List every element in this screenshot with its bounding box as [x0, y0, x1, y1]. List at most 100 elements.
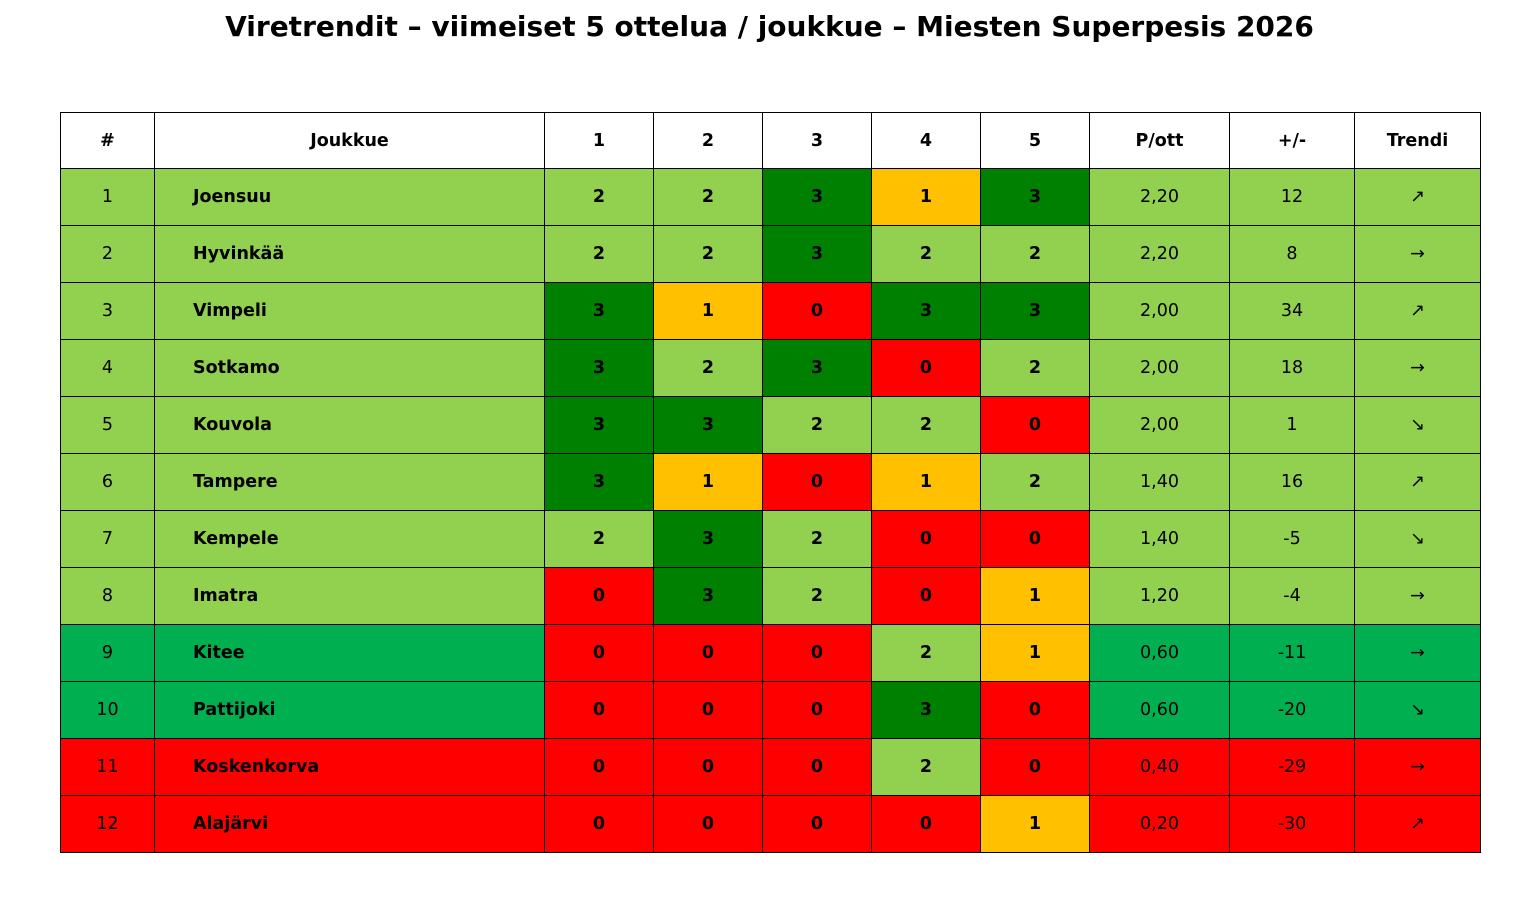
trend-cell: ↘ [1354, 681, 1481, 739]
game-result-cell: 0 [653, 681, 763, 739]
game-result-cell: 1 [980, 795, 1090, 853]
team-cell: Kempele [154, 510, 545, 568]
game-result-cell: 2 [653, 339, 763, 397]
trend-cell: → [1354, 225, 1481, 283]
team-cell: Koskenkorva [154, 738, 545, 796]
column-header: Joukkue [154, 112, 545, 169]
table-row: 7 Kempele 2 3 2 0 0 1,40 -5 ↘ [60, 510, 1481, 568]
game-result-cell: 3 [653, 396, 763, 454]
diff-cell: -30 [1229, 795, 1355, 853]
trend-cell: ↗ [1354, 453, 1481, 511]
game-result-cell: 0 [653, 738, 763, 796]
points-per-game-cell: 0,40 [1089, 738, 1230, 796]
game-result-cell: 2 [544, 168, 654, 226]
team-cell: Pattijoki [154, 681, 545, 739]
game-result-cell: 0 [544, 681, 654, 739]
rank-cell: 3 [60, 282, 155, 340]
game-result-cell: 0 [871, 339, 981, 397]
game-result-cell: 0 [762, 681, 872, 739]
diff-cell: 12 [1229, 168, 1355, 226]
diff-cell: -4 [1229, 567, 1355, 625]
table-row: 11 Koskenkorva 0 0 0 2 0 0,40 -29 → [60, 738, 1481, 796]
game-result-cell: 2 [653, 168, 763, 226]
team-cell: Alajärvi [154, 795, 545, 853]
diff-cell: -29 [1229, 738, 1355, 796]
game-result-cell: 2 [871, 624, 981, 682]
game-result-cell: 1 [871, 168, 981, 226]
game-result-cell: 0 [980, 681, 1090, 739]
team-cell: Kitee [154, 624, 545, 682]
table-body: 1 Joensuu 2 2 3 1 3 2,20 12 ↗ 2 Hyvinkää 2 2 3 2 2 2,20 8 →… [60, 168, 1481, 853]
points-per-game-cell: 2,00 [1089, 282, 1230, 340]
game-result-cell: 0 [762, 795, 872, 853]
team-cell: Hyvinkää [154, 225, 545, 283]
points-per-game-cell: 0,20 [1089, 795, 1230, 853]
game-result-cell: 2 [980, 453, 1090, 511]
form-table: # Joukkue 1 2 3 4 5 P/ott +/- Trendi 1 Joensuu 2 2 3 1… [60, 112, 1481, 853]
game-result-cell: 2 [544, 510, 654, 568]
column-header: # [60, 112, 155, 169]
column-header: 5 [980, 112, 1090, 169]
chart-title: Viretrendit – viimeiset 5 ottelua / jouk… [225, 10, 1314, 43]
trend-cell: → [1354, 738, 1481, 796]
points-per-game-cell: 0,60 [1089, 624, 1230, 682]
game-result-cell: 0 [871, 510, 981, 568]
table-row: 8 Imatra 0 3 2 0 1 1,20 -4 → [60, 567, 1481, 625]
points-per-game-cell: 2,20 [1089, 225, 1230, 283]
column-header: P/ott [1089, 112, 1230, 169]
column-header: 2 [653, 112, 763, 169]
rank-cell: 5 [60, 396, 155, 454]
rank-cell: 11 [60, 738, 155, 796]
game-result-cell: 1 [653, 282, 763, 340]
game-result-cell: 0 [653, 624, 763, 682]
table-row: 10 Pattijoki 0 0 0 3 0 0,60 -20 ↘ [60, 681, 1481, 739]
game-result-cell: 1 [980, 567, 1090, 625]
game-result-cell: 2 [871, 225, 981, 283]
game-result-cell: 0 [980, 738, 1090, 796]
rank-cell: 8 [60, 567, 155, 625]
diff-cell: 1 [1229, 396, 1355, 454]
game-result-cell: 3 [653, 510, 763, 568]
game-result-cell: 0 [653, 795, 763, 853]
diff-cell: 8 [1229, 225, 1355, 283]
column-header: 4 [871, 112, 981, 169]
points-per-game-cell: 1,20 [1089, 567, 1230, 625]
game-result-cell: 0 [980, 396, 1090, 454]
rank-cell: 4 [60, 339, 155, 397]
team-cell: Vimpeli [154, 282, 545, 340]
game-result-cell: 3 [980, 168, 1090, 226]
game-result-cell: 3 [544, 339, 654, 397]
game-result-cell: 3 [871, 681, 981, 739]
game-result-cell: 2 [871, 396, 981, 454]
team-cell: Tampere [154, 453, 545, 511]
game-result-cell: 0 [544, 624, 654, 682]
game-result-cell: 0 [762, 624, 872, 682]
header-row: # Joukkue 1 2 3 4 5 P/ott +/- Trendi [60, 112, 1481, 169]
table-row: 1 Joensuu 2 2 3 1 3 2,20 12 ↗ [60, 168, 1481, 226]
trend-cell: ↗ [1354, 168, 1481, 226]
column-header: 1 [544, 112, 654, 169]
table-row: 5 Kouvola 3 3 2 2 0 2,00 1 ↘ [60, 396, 1481, 454]
game-result-cell: 0 [762, 282, 872, 340]
points-per-game-cell: 1,40 [1089, 453, 1230, 511]
points-per-game-cell: 0,60 [1089, 681, 1230, 739]
game-result-cell: 1 [980, 624, 1090, 682]
game-result-cell: 0 [871, 795, 981, 853]
diff-cell: 18 [1229, 339, 1355, 397]
game-result-cell: 2 [980, 339, 1090, 397]
trend-cell: ↘ [1354, 510, 1481, 568]
game-result-cell: 3 [544, 282, 654, 340]
rank-cell: 6 [60, 453, 155, 511]
game-result-cell: 2 [762, 510, 872, 568]
diff-cell: 34 [1229, 282, 1355, 340]
game-result-cell: 0 [762, 738, 872, 796]
game-result-cell: 1 [871, 453, 981, 511]
game-result-cell: 0 [544, 795, 654, 853]
game-result-cell: 2 [871, 738, 981, 796]
table-row: 6 Tampere 3 1 0 1 2 1,40 16 ↗ [60, 453, 1481, 511]
team-cell: Sotkamo [154, 339, 545, 397]
game-result-cell: 0 [980, 510, 1090, 568]
team-cell: Imatra [154, 567, 545, 625]
game-result-cell: 0 [544, 567, 654, 625]
team-cell: Joensuu [154, 168, 545, 226]
